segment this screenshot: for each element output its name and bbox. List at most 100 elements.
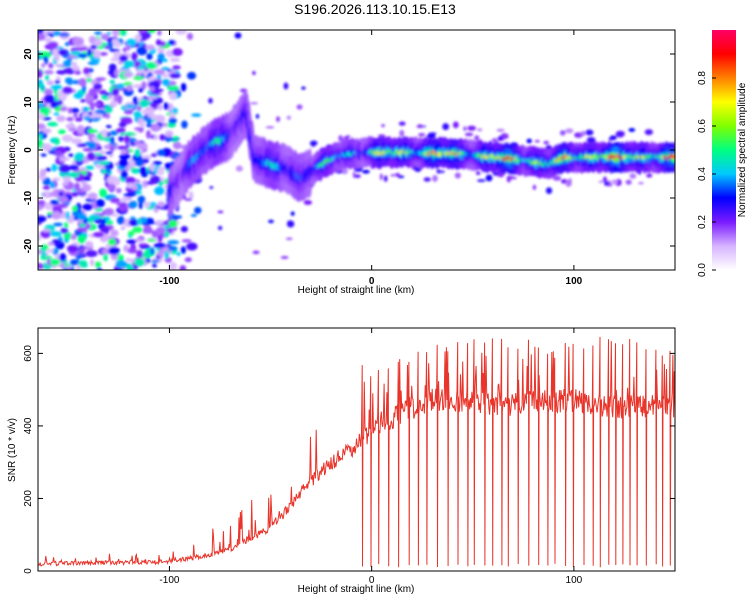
heatmap-cell <box>180 225 188 233</box>
heatmap-cell <box>463 126 467 132</box>
heatmap-cell <box>625 179 632 185</box>
heatmap-cell <box>128 248 137 254</box>
heatmap-cell <box>67 244 79 253</box>
heatmap-cell <box>111 38 118 44</box>
heatmap-cell <box>147 96 158 100</box>
heatmap-cell <box>168 219 178 228</box>
heatmap-cell <box>105 125 112 129</box>
heatmap-cell <box>110 136 115 143</box>
heatmap-cell <box>63 232 73 240</box>
heatmap-cell <box>526 138 532 144</box>
colorbar-tick-label: 0.0 <box>697 263 708 277</box>
heatmap-cell <box>79 223 86 228</box>
heatmap-cell <box>136 46 148 56</box>
heatmap-cell <box>160 67 170 71</box>
heatmap-cell <box>454 172 461 179</box>
heatmap-cell <box>467 125 477 131</box>
heatmap-cell <box>280 255 289 259</box>
heatmap-cell <box>58 129 66 135</box>
heatmap-cell <box>186 242 198 251</box>
heatmap-cell <box>383 175 388 182</box>
heatmap-cell <box>87 192 98 200</box>
heatmap-cell <box>646 173 653 178</box>
heatmap-cell <box>169 57 181 62</box>
heatmap-cell <box>186 71 197 80</box>
heatmap-cell <box>127 230 135 236</box>
heatmap-cell <box>108 63 117 72</box>
snr-y-ticks: 0 200 400 600 <box>23 345 675 574</box>
heatmap-cell <box>81 184 92 192</box>
heatmap-cell <box>109 130 119 136</box>
heatmap-cell <box>172 48 183 57</box>
heatmap-cell <box>42 228 51 233</box>
heatmap-cell <box>94 38 103 47</box>
heatmap-cell <box>186 32 194 41</box>
heatmap-cell <box>38 30 44 34</box>
heatmap-cell <box>153 242 166 249</box>
heatmap-cell <box>70 50 82 56</box>
heatmap-cell <box>54 151 62 155</box>
heatmap-cell <box>560 132 566 135</box>
heatmap-cell <box>111 30 120 37</box>
heatmap-cell <box>474 135 480 141</box>
heatmap-cell <box>137 217 142 226</box>
y-tick-label: 600 <box>23 345 34 362</box>
heatmap-cell <box>77 234 87 244</box>
heatmap-cell <box>176 252 181 256</box>
heatmap-cell <box>51 48 59 56</box>
heatmap-cell <box>147 202 157 207</box>
colorbar-tick-label: 0.4 <box>697 167 708 181</box>
heatmap-cell <box>628 127 636 132</box>
heatmap-cell <box>283 82 289 90</box>
colorbar: 0.0 0.2 0.4 0.6 0.8 Normalized spectral ampl… <box>697 30 748 277</box>
heatmap-cell <box>95 163 101 169</box>
heatmap-cell <box>52 177 61 182</box>
heatmap-cell <box>55 64 65 68</box>
heatmap-cell <box>96 267 103 270</box>
heatmap-cell <box>42 128 52 134</box>
heatmap-cell <box>174 215 183 219</box>
heatmap-cell <box>73 112 79 118</box>
heatmap-cell <box>58 164 71 174</box>
heatmap-cell <box>119 54 128 62</box>
heatmap-cell <box>134 159 144 167</box>
heatmap-cell <box>155 255 161 259</box>
heatmap-cell <box>71 191 79 197</box>
y-tick-label: 200 <box>23 490 34 507</box>
heatmap-cell <box>110 57 120 62</box>
heatmap-cell <box>497 135 503 141</box>
heatmap-cell <box>115 127 126 133</box>
heatmap-cell <box>615 130 625 138</box>
heatmap-cell <box>46 121 59 127</box>
heatmap-cell <box>87 48 92 57</box>
heatmap-cell <box>119 153 131 160</box>
heatmap-cell <box>99 226 110 233</box>
heatmap-cell <box>137 66 146 70</box>
heatmap-cell <box>69 108 80 113</box>
heatmap-cell <box>190 213 197 217</box>
heatmap-cell <box>381 123 385 128</box>
heatmap-cell <box>116 215 125 225</box>
heatmap-cell <box>120 170 128 179</box>
heatmap-cell <box>568 177 572 185</box>
heatmap-cell <box>194 206 202 214</box>
heatmap-cell <box>69 259 80 266</box>
heatmap-cell <box>120 116 132 123</box>
heatmap-cell <box>86 152 96 161</box>
heatmap-cell <box>85 250 98 258</box>
heatmap-cell <box>117 95 123 105</box>
heatmap-cell <box>108 246 120 255</box>
heatmap-cell <box>156 88 164 92</box>
heatmap-cell <box>38 215 47 223</box>
heatmap-cell <box>139 30 149 33</box>
heatmap-cell <box>252 70 256 75</box>
heatmap-cell <box>188 191 194 200</box>
heatmap-cell <box>46 248 54 253</box>
heatmap-cell <box>52 30 61 36</box>
x-tick-label: 0 <box>369 276 375 287</box>
heatmap-cell <box>52 247 59 256</box>
heatmap-cell <box>147 238 156 242</box>
heatmap-cell <box>362 169 370 174</box>
heatmap-cell <box>155 39 162 46</box>
heatmap-cell <box>118 204 129 212</box>
